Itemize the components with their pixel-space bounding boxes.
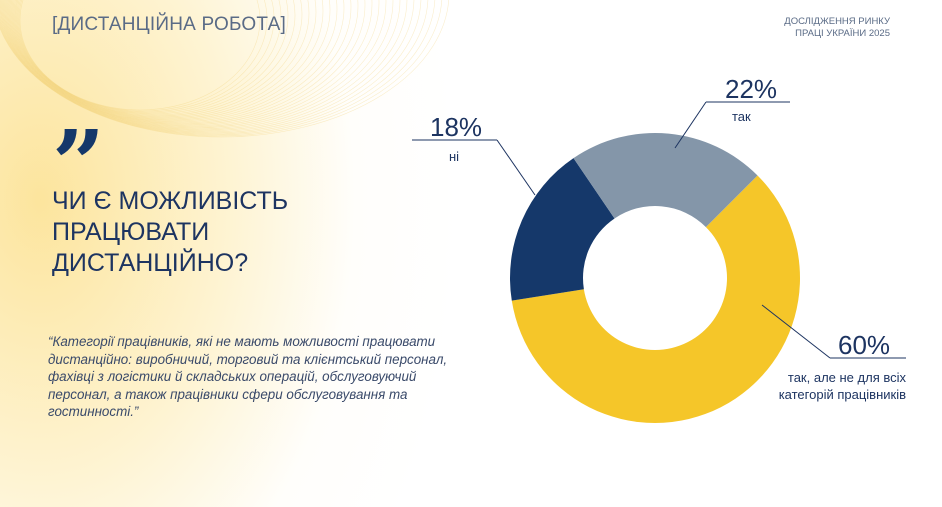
data-label-partial-value: 60% [838, 330, 891, 360]
title-line: ДИСТАНЦІЙНО? [52, 249, 249, 277]
leader-line-partial [761, 304, 831, 359]
brand-line-1: ДОСЛІДЖЕННЯ РИНКУ [784, 16, 890, 27]
donut-slice-0 [511, 175, 800, 424]
data-label-no-value: 18% [430, 112, 483, 142]
leader-line-no [496, 139, 536, 196]
leader-line-yes [674, 101, 707, 149]
data-label-partial-line: категорій працівників [778, 387, 906, 402]
title-line: ЧИ Є МОЖЛИВІСТЬ [52, 187, 289, 215]
quote-text: “Категорії працівників, які не мають мож… [48, 334, 448, 420]
title-line: ПРАЦЮВАТИ [52, 218, 210, 246]
donut-slice-2 [573, 133, 758, 228]
data-label-no: ні [449, 149, 460, 164]
brand-label: ДОСЛІДЖЕННЯ РИНКУ ПРАЦІ УКРАЇНИ 2025 [784, 16, 890, 40]
brand-line-2: ПРАЦІ УКРАЇНИ 2025 [795, 28, 890, 39]
data-label-yes: так [732, 109, 751, 124]
page-title: ЧИ Є МОЖЛИВІСТЬ ПРАЦЮВАТИ ДИСТАНЦІЙНО? [52, 186, 288, 279]
data-label-yes-value: 22% [725, 74, 778, 104]
closing-quote-icon: ” [52, 110, 105, 218]
data-label-partial-line: так, але не для всіх [787, 370, 906, 385]
donut-slice-1 [510, 158, 615, 301]
section-label: [ДИСТАНЦІЙНА РОБОТА] [52, 14, 286, 35]
decorative-rings [0, 0, 449, 138]
data-label-partial: так, але не для всіх категорій працівник… [779, 369, 906, 403]
